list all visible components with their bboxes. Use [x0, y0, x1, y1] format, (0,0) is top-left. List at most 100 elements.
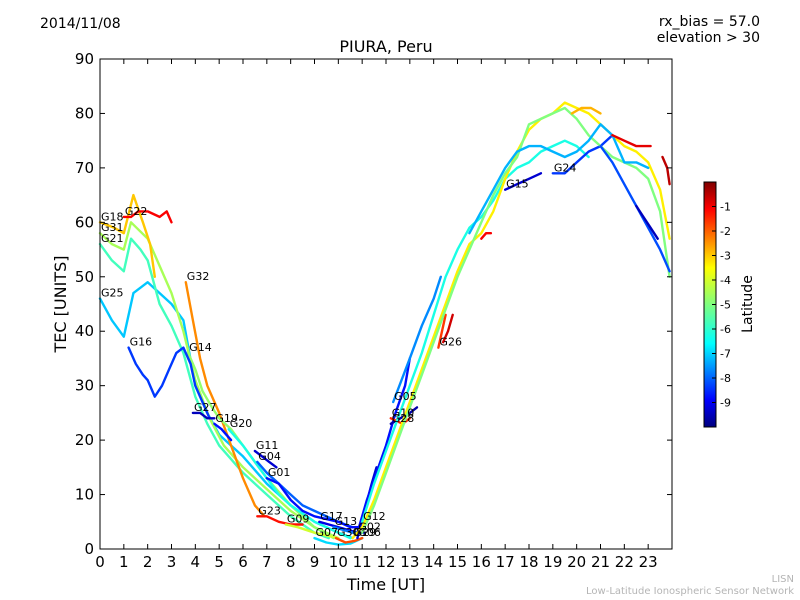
series-label-g01: G01 [268, 466, 291, 479]
y-tick-label: 80 [75, 104, 94, 122]
series-label-g23: G23 [258, 504, 281, 517]
series-label-g11: G11 [256, 439, 279, 452]
y-tick-label: 0 [84, 540, 94, 558]
series-line-g32 [184, 281, 266, 518]
series-layer [98, 101, 671, 546]
series-label-g26: G26 [439, 336, 462, 349]
series-line-g23 [256, 515, 304, 526]
x-tick-label: 12 [376, 553, 395, 571]
series-line-g14 [187, 351, 335, 540]
x-tick-label: 4 [191, 553, 201, 571]
series-label-g05: G05 [394, 390, 417, 403]
series-line-g24 [551, 134, 614, 175]
colorbar-tick-label: -1 [720, 201, 731, 214]
series-line-track-34 [611, 134, 652, 148]
axis-layer: 0 1 2 3 4 5 6 7 8 9 10 11 12 13 14 15 16 17 18 19 20 21 22 2301… [75, 50, 672, 571]
series-line-track-36 [442, 313, 454, 344]
y-tick-label: 70 [75, 159, 94, 177]
y-tick-label: 60 [75, 213, 94, 231]
series-line-g20 [227, 428, 352, 540]
series-line-track-35 [661, 155, 671, 186]
series-label-g10: G10 [392, 406, 415, 419]
series-line-g26 [437, 313, 447, 349]
x-tick-label: 22 [615, 553, 634, 571]
series-line-track-38 [570, 106, 602, 115]
series-label-g04: G04 [258, 450, 281, 463]
colorbar-tick-label: -4 [720, 274, 731, 287]
x-tick-label: 8 [286, 553, 296, 571]
colorbar-axis: -1 -2 -3 -4 -5 -6 -7 -8 -9 [712, 201, 731, 410]
series-label-g19: G19 [215, 412, 238, 425]
series-line-g25 [98, 281, 354, 540]
colorbar-tick-label: -6 [720, 323, 731, 336]
series-line-g22 [122, 210, 173, 224]
x-tick-label: 9 [310, 553, 320, 571]
x-tick-label: 18 [519, 553, 538, 571]
x-tick-label: 15 [448, 553, 467, 571]
series-label-g12: G12 [363, 510, 386, 523]
series-line-g09 [284, 523, 340, 540]
x-tick-label: 6 [238, 553, 248, 571]
date-label: 2014/11/08 [40, 16, 121, 32]
x-tick-label: 23 [639, 553, 658, 571]
footer-line-1: LISN [771, 574, 794, 585]
series-line-g11 [253, 449, 278, 469]
series-line-track-30 [361, 106, 671, 534]
series-line-g31 [98, 221, 340, 540]
x-tick-label: 5 [214, 553, 224, 571]
series-line-g27 [191, 411, 216, 420]
y-tick-label: 40 [75, 322, 94, 340]
series-line-g21 [98, 237, 330, 540]
colorbar-tick-label: -7 [720, 348, 731, 361]
footer-credit: LISN Low-Latitude Ionospheric Sensor Net… [586, 574, 794, 598]
rx-bias-label: rx_bias = 57.0 [658, 14, 760, 30]
colorbar-tick-label: -2 [720, 225, 731, 238]
series-label-g02: G02 [358, 521, 381, 534]
series-label-g09: G09 [287, 513, 310, 526]
colorbar-tick-label: -5 [720, 299, 731, 312]
series-label-g21: G21 [101, 232, 124, 245]
series-line-g05 [392, 275, 442, 404]
x-tick-label: 3 [167, 553, 177, 571]
x-axis-label: Time [UT] [346, 575, 425, 594]
series-label-g29: G29 [354, 526, 377, 539]
series-label-g31: G31 [101, 221, 124, 234]
series-line-g16 [127, 346, 211, 420]
x-tick-label: 17 [496, 553, 515, 571]
x-tick-label: 11 [353, 553, 372, 571]
series-line-g18 [98, 193, 156, 278]
series-label-g24: G24 [554, 161, 577, 174]
series-label-g17: G17 [320, 510, 343, 523]
parameters-block: rx_bias = 57.0 elevation > 30 [657, 14, 760, 46]
y-tick-label: 90 [75, 50, 94, 68]
x-tick-label: 20 [567, 553, 586, 571]
colorbar-tick-label: -9 [720, 397, 731, 410]
colorbar-label: Latitude [740, 275, 756, 333]
series-label-g28: G28 [392, 412, 415, 425]
x-tick-label: 21 [591, 553, 610, 571]
series-line-g19 [213, 422, 233, 442]
y-axis-label: TEC [UNITS] [51, 256, 70, 354]
series-line-g29 [351, 101, 671, 540]
series-line-track-37 [480, 232, 493, 240]
y-tick-label: 50 [75, 268, 94, 286]
y-tick-label: 10 [75, 486, 94, 504]
x-tick-label: 0 [95, 553, 105, 571]
series-line-g01 [265, 477, 364, 529]
chart-title: PIURA, Peru [339, 37, 433, 56]
series-label-g18: G18 [101, 210, 124, 223]
footer-line-2: Low-Latitude Ionospheric Sensor Network [586, 586, 794, 597]
x-tick-label: 7 [262, 553, 272, 571]
colorbar-tick-label: -8 [720, 372, 731, 385]
series-label-g07: G07 [316, 526, 339, 539]
series-line-g12 [361, 139, 590, 523]
series-label-g30: G30 [337, 526, 360, 539]
elevation-label: elevation > 30 [656, 30, 760, 46]
series-line-track-33 [635, 204, 659, 240]
y-tick-label: 20 [75, 431, 94, 449]
series-label-g27: G27 [194, 401, 217, 414]
series-label-g16: G16 [130, 336, 153, 349]
series-label-g06: G06 [358, 526, 381, 539]
series-line-g30 [334, 536, 364, 544]
x-tick-label: 19 [543, 553, 562, 571]
